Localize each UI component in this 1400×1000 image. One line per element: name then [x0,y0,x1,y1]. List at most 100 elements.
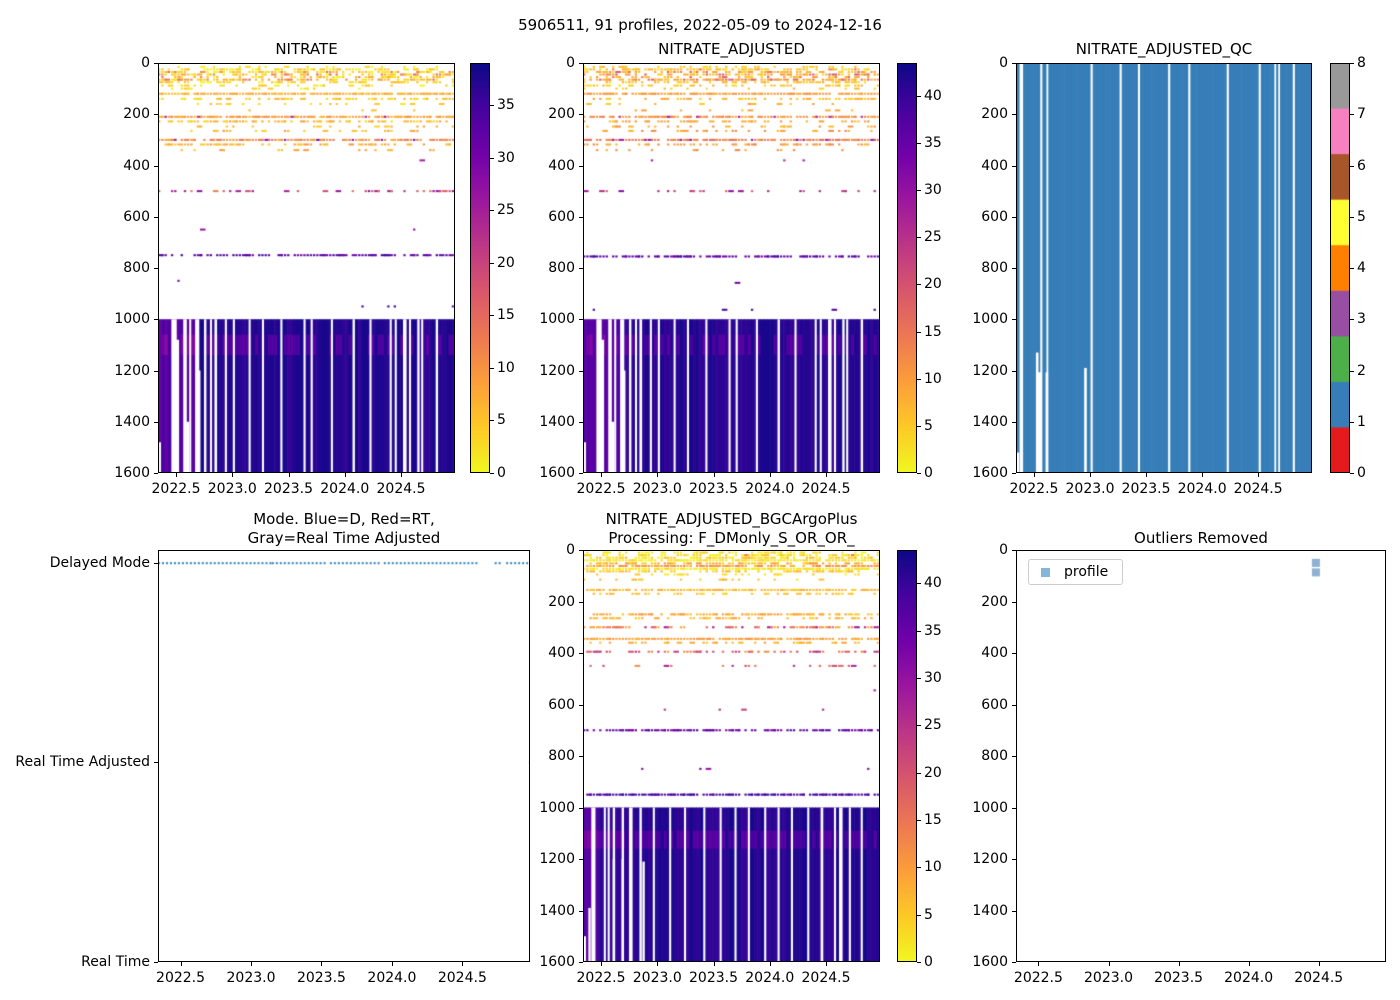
y-tick-mark [1012,63,1016,64]
y-tick-label: 800 [123,260,150,276]
colorbar-tick-mark [490,157,494,159]
y-tick-mark [154,114,158,116]
outliers-scatter-plot [1016,550,1386,962]
colorbar-tick-mark [917,331,921,333]
colorbar-tick-label: 15 [497,307,515,324]
colorbar-tick-label: 25 [924,229,942,246]
colorbar-tick-mark [490,420,494,422]
y-tick-mark [154,216,158,218]
y-tick-mark [154,319,158,321]
y-tick-label: 1600 [539,465,575,481]
x-tick-mark [826,473,827,477]
x-tick-mark [462,962,464,966]
x-tick-mark [657,962,659,966]
x-tick-label: 2023.5 [1121,481,1171,497]
colorbar-tick-mark [917,914,921,916]
colorbar-tick-mark [1350,421,1354,423]
nitrate-adjusted-heatmap [583,63,880,473]
x-tick-mark [251,962,252,966]
colorbar-tick-label: 10 [497,359,515,376]
colorbar-tick-label: 10 [924,370,942,387]
y-category-label: Real Time [81,954,150,970]
y-tick-mark [1012,216,1016,218]
colorbar-tick-label: 5 [1357,208,1366,225]
x-tick-label: 2023.0 [207,481,257,497]
y-tick-label: 200 [981,106,1008,123]
colorbar-tick-mark [490,367,494,369]
x-tick-label: 2023.5 [689,481,738,497]
y-tick-mark [1012,319,1016,321]
colorbar-tick-mark [917,630,921,632]
x-tick-label: 2024.5 [1294,970,1344,986]
x-tick-label: 2022.5 [576,970,626,986]
x-tick-mark [1146,473,1148,477]
colorbar-tick-mark [917,237,921,239]
y-tick-label: 1000 [539,799,575,816]
y-tick-label: 1600 [972,465,1008,481]
colorbar-tick-mark [1350,216,1354,218]
y-tick-label: 1600 [972,954,1008,970]
y-tick-label: 0 [141,55,150,71]
colorbar-tick-mark [1350,268,1354,269]
profile-legend-label: profile [1064,564,1109,580]
colorbar-tick-mark [1350,165,1354,167]
x-tick-label: 2024.5 [801,970,851,986]
colorbar-tick-label: 20 [924,276,942,293]
colorbar-tick-mark [917,284,921,286]
y-tick-mark [579,319,583,321]
x-tick-label: 2023.5 [264,481,313,497]
x-tick-label: 2024.5 [437,970,487,986]
mode-scatter-plot [158,550,530,962]
y-tick-label: 600 [981,696,1008,713]
x-tick-label: 2023.5 [1154,970,1204,986]
x-tick-label: 2024.0 [320,481,370,497]
y-tick-label: 1200 [972,851,1008,867]
y-tick-label: 400 [548,645,575,661]
y-tick-label: 0 [566,55,575,71]
colorbar-tick-mark [917,473,921,474]
x-tick-mark [713,473,715,477]
colorbar-tick-label: 5 [924,906,933,923]
y-category-label: Delayed Mode [49,555,150,572]
x-tick-label: 2023.5 [296,970,346,986]
x-tick-mark [1090,473,1091,477]
y-tick-mark [154,473,158,474]
colorbar-tick-label: 5 [924,417,933,434]
bgcargoplus-colorbar [897,550,917,962]
colorbar-tick-label: 20 [924,764,942,781]
y-tick-mark [154,370,158,372]
x-tick-mark [401,473,402,477]
colorbar-tick-label: 0 [924,954,933,970]
colorbar-tick-mark [917,190,921,192]
x-tick-label: 2024.0 [1224,970,1274,986]
y-tick-mark [579,704,583,706]
y-tick-mark [1012,704,1016,706]
x-tick-label: 2023.5 [689,970,738,986]
y-tick-mark [579,370,583,372]
y-tick-label: 1400 [539,902,575,919]
y-tick-label: 1600 [539,954,575,970]
y-tick-label: 1000 [114,311,150,328]
y-tick-label: 1400 [972,902,1008,919]
colorbar-tick-label: 0 [497,465,506,481]
y-tick-label: 600 [548,696,575,713]
colorbar-tick-mark [1350,370,1354,372]
y-tick-label: 1000 [972,311,1008,328]
nitrate-heatmap [158,63,455,473]
subplot-title-outliers-removed: Outliers Removed [1134,529,1268,547]
colorbar-tick-mark [917,95,921,97]
y-tick-mark [1012,653,1016,654]
y-tick-mark [1012,421,1016,423]
x-tick-label: 2022.5 [151,481,201,497]
y-tick-label: 400 [981,157,1008,174]
y-tick-mark [579,268,583,269]
profile-legend-marker-icon [1041,567,1050,577]
x-tick-mark [321,962,323,966]
x-tick-label: 2022.5 [156,970,206,986]
colorbar-tick-mark [917,772,921,774]
colorbar-tick-label: 30 [924,669,942,686]
colorbar-tick-mark [1350,319,1354,321]
colorbar-tick-mark [917,143,921,145]
x-tick-label: 2024.0 [745,970,795,986]
